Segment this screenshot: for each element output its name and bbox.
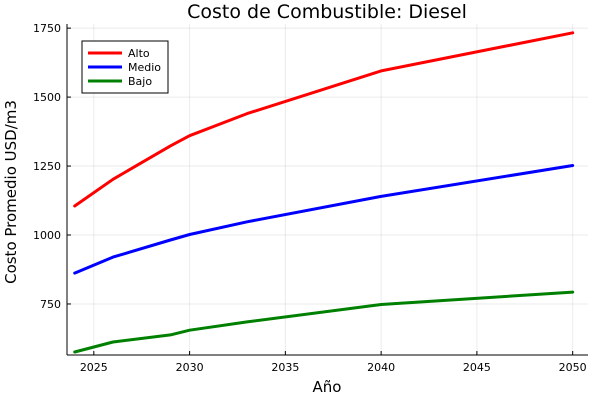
y-tick-label: 750: [40, 298, 61, 311]
x-tick-label: 2040: [367, 361, 395, 374]
y-tick-label: 1500: [33, 91, 61, 104]
y-tick-label: 1000: [33, 229, 61, 242]
legend-label-alto: Alto: [128, 47, 150, 60]
x-axis-title: Año: [313, 378, 342, 396]
series-line-medio: [73, 164, 575, 275]
legend-label-medio: Medio: [128, 61, 161, 74]
chart-title: Costo de Combustible: Diesel: [187, 1, 467, 23]
legend-label-bajo: Bajo: [128, 75, 152, 88]
x-tick-label: 2050: [559, 361, 587, 374]
plot-frame: [66, 24, 588, 356]
x-tick-label: 2025: [80, 361, 108, 374]
x-tick-label: 2045: [463, 361, 491, 374]
y-tick-label: 1250: [33, 160, 61, 173]
y-axis-title: Costo Promedio USD/m3: [2, 100, 20, 284]
x-tick-label: 2030: [176, 361, 204, 374]
x-tick-label: 2035: [271, 361, 299, 374]
series-line-bajo: [73, 290, 575, 354]
y-tick-label: 1750: [33, 22, 61, 35]
series-layer: [73, 31, 575, 354]
axis-ticks: 2025 2030 2035 2040 2045 2050 750 1000 1250 1500 1…: [33, 22, 587, 374]
series-line-alto: [73, 31, 575, 208]
grid: [67, 24, 588, 355]
